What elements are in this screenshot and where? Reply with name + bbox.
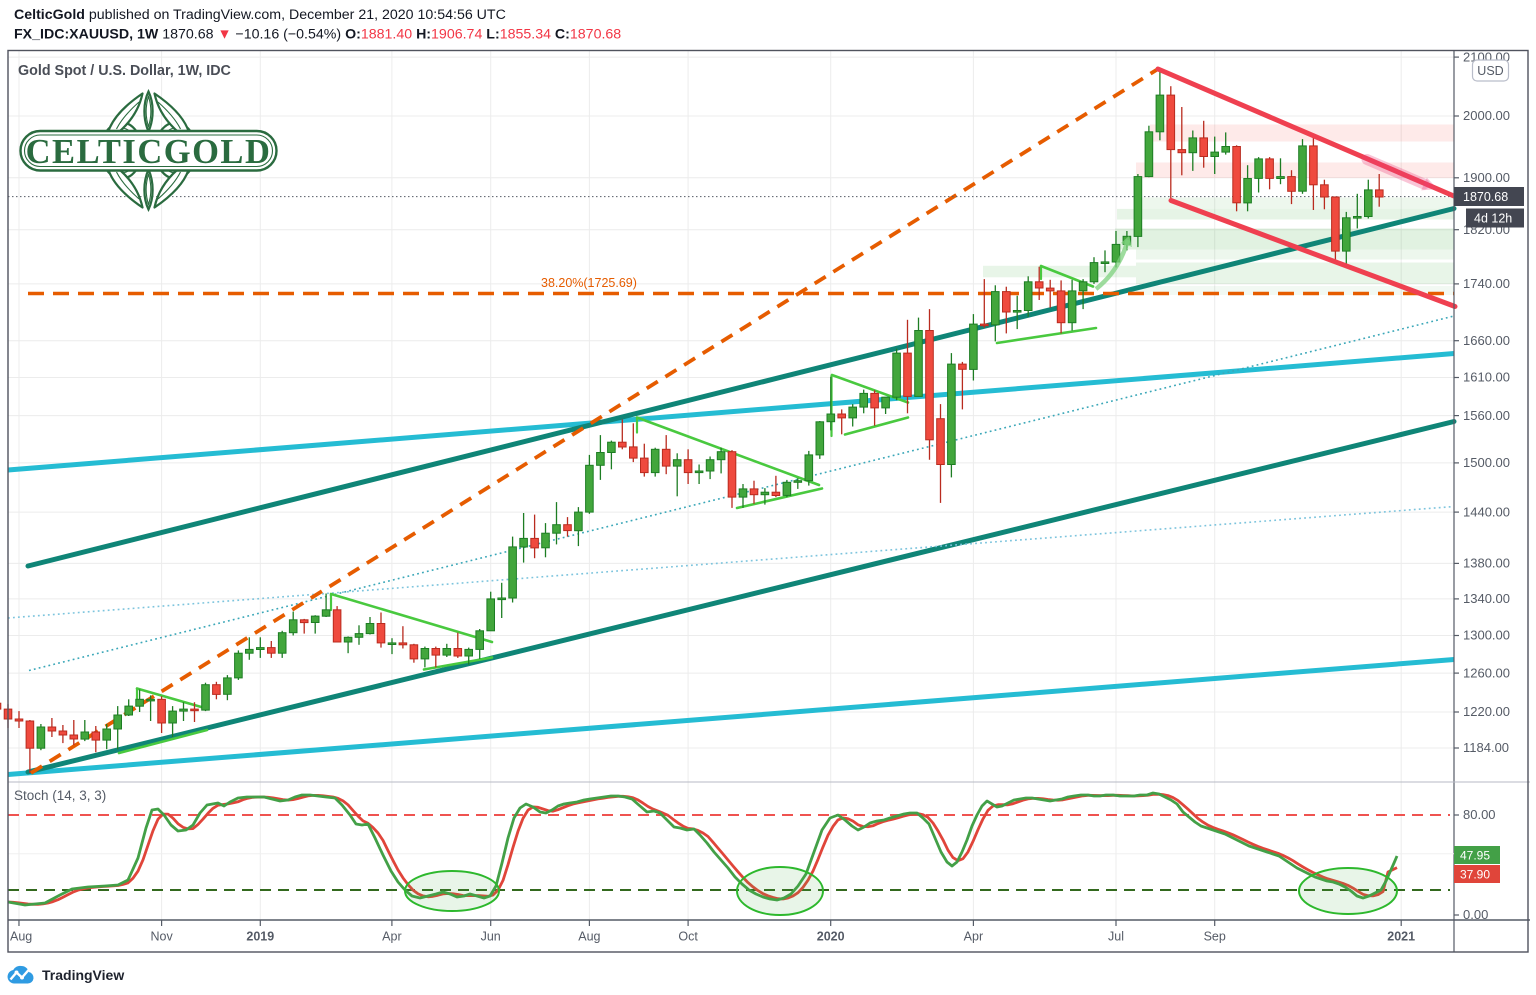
svg-text:1260.00: 1260.00	[1463, 665, 1510, 680]
svg-text:Apr: Apr	[964, 930, 983, 944]
svg-text:4d 12h: 4d 12h	[1474, 212, 1512, 226]
svg-text:37.90: 37.90	[1460, 868, 1490, 882]
svg-text:1184.00: 1184.00	[1463, 740, 1509, 755]
svg-text:CELTICGOLD: CELTICGOLD	[26, 133, 272, 171]
svg-text:2020: 2020	[817, 930, 845, 944]
svg-text:Nov: Nov	[150, 930, 173, 944]
svg-text:1220.00: 1220.00	[1463, 704, 1510, 719]
svg-text:1900.00: 1900.00	[1463, 170, 1510, 185]
svg-text:Oct: Oct	[678, 930, 698, 944]
svg-text:USD: USD	[1477, 64, 1503, 78]
svg-text:Apr: Apr	[382, 930, 401, 944]
svg-text:2019: 2019	[246, 930, 274, 944]
svg-text:1500.00: 1500.00	[1463, 455, 1510, 470]
svg-text:1870.68: 1870.68	[1463, 190, 1508, 204]
svg-text:Aug: Aug	[10, 930, 32, 944]
svg-text:80.00: 80.00	[1463, 807, 1496, 822]
svg-text:Sep: Sep	[1204, 930, 1226, 944]
svg-text:1300.00: 1300.00	[1463, 628, 1510, 643]
svg-text:1340.00: 1340.00	[1463, 591, 1510, 606]
svg-text:1380.00: 1380.00	[1463, 556, 1510, 571]
svg-text:0.00: 0.00	[1463, 907, 1488, 922]
svg-text:FX_IDC:XAUUSD, 1W 1870.68 ▼ −1: FX_IDC:XAUUSD, 1W 1870.68 ▼ −10.16 (−0.5…	[14, 27, 621, 43]
svg-text:1610.00: 1610.00	[1463, 370, 1510, 385]
svg-text:Jun: Jun	[481, 930, 501, 944]
svg-text:CelticGold published on Tradin: CelticGold published on TradingView.com,…	[14, 7, 506, 23]
svg-text:Aug: Aug	[578, 930, 600, 944]
svg-text:TradingView: TradingView	[42, 967, 124, 983]
svg-text:1740.00: 1740.00	[1463, 276, 1510, 291]
svg-text:Gold Spot / U.S. Dollar, 1W, I: Gold Spot / U.S. Dollar, 1W, IDC	[18, 63, 231, 79]
svg-text:38.20%(1725.69): 38.20%(1725.69)	[541, 276, 637, 290]
svg-text:1440.00: 1440.00	[1463, 504, 1510, 519]
svg-text:Jul: Jul	[1108, 930, 1124, 944]
svg-text:1660.00: 1660.00	[1463, 333, 1510, 348]
svg-text:2000.00: 2000.00	[1463, 108, 1510, 123]
svg-text:1560.00: 1560.00	[1463, 408, 1510, 423]
svg-text:Stoch (14, 3, 3): Stoch (14, 3, 3)	[14, 788, 106, 803]
svg-text:47.95: 47.95	[1460, 849, 1490, 863]
svg-text:2021: 2021	[1387, 930, 1415, 944]
